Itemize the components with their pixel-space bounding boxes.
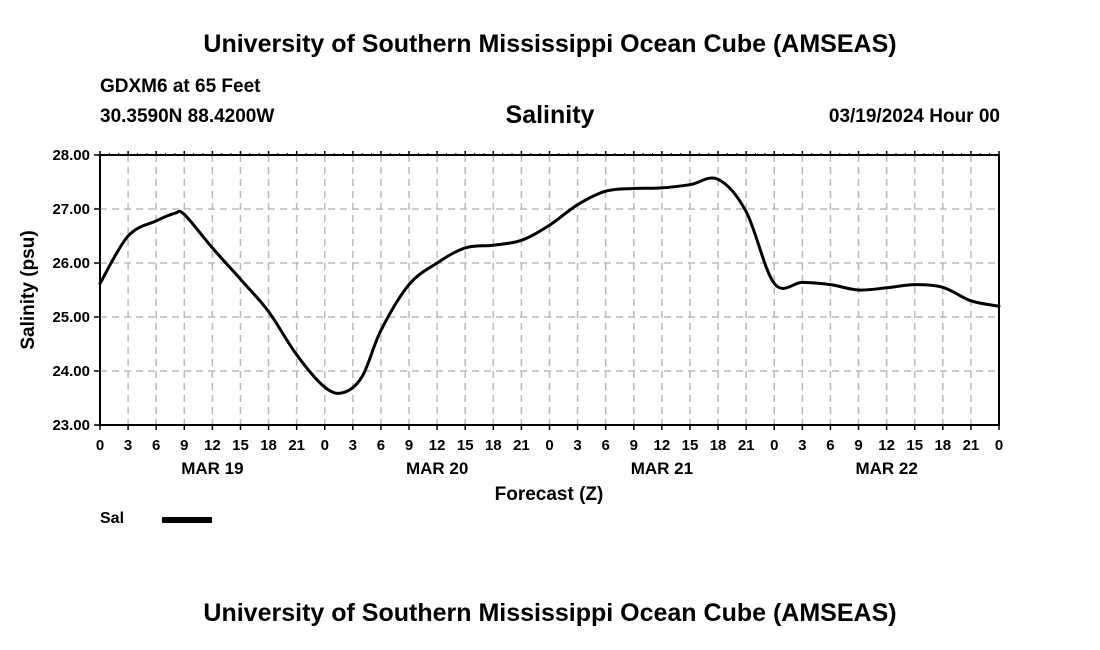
legend-swatch xyxy=(162,517,212,523)
date-label: MAR 19 xyxy=(181,459,243,478)
x-tick-label: 9 xyxy=(180,437,188,454)
date-label: MAR 20 xyxy=(406,459,468,478)
x-tick-label: 9 xyxy=(854,437,862,454)
y-tick-label: 27.00 xyxy=(52,201,90,218)
x-tick-label: 21 xyxy=(288,437,305,454)
x-tick-label: 12 xyxy=(878,437,895,454)
x-tick-label: 0 xyxy=(545,437,553,454)
series-line-sal xyxy=(98,176,1001,395)
legend-label: Sal xyxy=(100,510,125,527)
x-tick-label: 18 xyxy=(710,437,727,454)
x-tick-label: 18 xyxy=(260,437,277,454)
x-tick-label: 3 xyxy=(349,437,357,454)
forecast-date-label: 03/19/2024 Hour 00 xyxy=(828,106,1000,127)
x-tick-label: 0 xyxy=(995,437,1003,454)
chart-title: Salinity xyxy=(505,101,595,129)
x-tick-label: 0 xyxy=(321,437,329,454)
chart-series xyxy=(98,176,1001,395)
x-tick-label: 9 xyxy=(630,437,638,454)
x-tick-label: 0 xyxy=(770,437,778,454)
x-tick-label: 21 xyxy=(738,437,755,454)
y-axis-label: Salinity (psu) xyxy=(18,230,39,349)
x-tick-label: 18 xyxy=(934,437,951,454)
x-tick-label: 12 xyxy=(429,437,446,454)
footer-title: University of Southern Mississippi Ocean… xyxy=(203,599,897,627)
coordinates-label: 30.3590N 88.4200W xyxy=(100,106,275,127)
chart-grid xyxy=(100,155,999,425)
x-axis-label: Forecast (Z) xyxy=(495,484,604,505)
x-tick-label: 3 xyxy=(798,437,806,454)
chart-axes: 0 3 6 9 12 15 18 21 0 3 6 9 12 15 18 21 0 3 6 9 12 15 18 21 0 3 6 9… xyxy=(52,147,1003,478)
header-title: University of Southern Mississippi Ocean… xyxy=(203,30,897,58)
date-label: MAR 22 xyxy=(855,459,917,478)
x-tick-label: 6 xyxy=(826,437,834,454)
x-tick-label: 15 xyxy=(457,437,474,454)
x-tick-label: 6 xyxy=(602,437,610,454)
station-label: GDXM6 at 65 Feet xyxy=(100,76,261,97)
x-tick-label: 3 xyxy=(124,437,132,454)
y-tick-label: 24.00 xyxy=(52,363,90,380)
x-tick-label: 3 xyxy=(573,437,581,454)
x-tick-label: 12 xyxy=(654,437,671,454)
x-tick-label: 15 xyxy=(906,437,923,454)
x-tick-label: 6 xyxy=(377,437,385,454)
y-tick-label: 28.00 xyxy=(52,147,90,164)
x-tick-label: 15 xyxy=(682,437,699,454)
x-tick-label: 12 xyxy=(204,437,221,454)
x-tick-label: 0 xyxy=(96,437,104,454)
y-tick-label: 25.00 xyxy=(52,309,90,326)
y-tick-label: 26.00 xyxy=(52,255,90,272)
plot-frame xyxy=(99,154,1000,426)
x-tick-label: 18 xyxy=(485,437,502,454)
date-label: MAR 21 xyxy=(631,459,693,478)
y-tick-label: 23.00 xyxy=(52,417,90,434)
x-tick-label: 6 xyxy=(152,437,160,454)
x-tick-label: 9 xyxy=(405,437,413,454)
x-tick-label: 15 xyxy=(232,437,249,454)
x-tick-label: 21 xyxy=(963,437,980,454)
x-tick-label: 21 xyxy=(513,437,530,454)
